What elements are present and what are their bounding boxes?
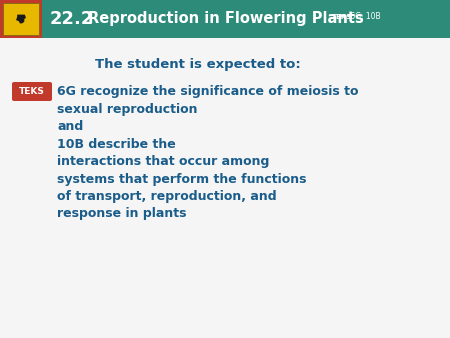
Text: interactions that occur among: interactions that occur among [57, 155, 270, 168]
Text: 22.2: 22.2 [50, 10, 94, 28]
Text: The student is expected to:: The student is expected to: [95, 58, 301, 71]
Text: 10B describe the: 10B describe the [57, 138, 176, 150]
Text: and: and [57, 120, 83, 133]
Text: Reproduction in Flowering Plants: Reproduction in Flowering Plants [88, 11, 364, 26]
Bar [0, 0, 42, 38]
Text: systems that perform the functions: systems that perform the functions [57, 172, 306, 186]
Text: 6G, 10B: 6G, 10B [348, 13, 381, 22]
Polygon shape [16, 15, 26, 23]
FancyBboxPatch shape [12, 82, 52, 101]
Text: TEKS: TEKS [332, 14, 352, 20]
Text: TEKS: TEKS [19, 87, 45, 96]
Text: 6G recognize the significance of meiosis to: 6G recognize the significance of meiosis… [57, 85, 359, 98]
Text: sexual reproduction: sexual reproduction [57, 102, 198, 116]
Text: response in plants: response in plants [57, 208, 186, 220]
Bar [3, 3, 39, 35]
Text: of transport, reproduction, and: of transport, reproduction, and [57, 190, 277, 203]
Bar [0, 0, 450, 38]
